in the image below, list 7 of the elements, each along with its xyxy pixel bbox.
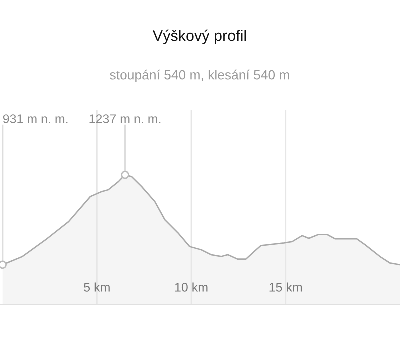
chart-subtitle: stoupání 540 m, klesání 540 m	[110, 70, 290, 82]
annotation: 931 m n. m.	[3, 114, 68, 124]
x-tick-label: 10 km	[175, 282, 208, 292]
chart-title: Výškový profil	[152, 30, 246, 44]
x-tick-label: 5 km	[84, 282, 110, 292]
annotation: 1237 m n. m.	[90, 114, 161, 124]
x-tick-label: 15 km	[270, 282, 302, 292]
